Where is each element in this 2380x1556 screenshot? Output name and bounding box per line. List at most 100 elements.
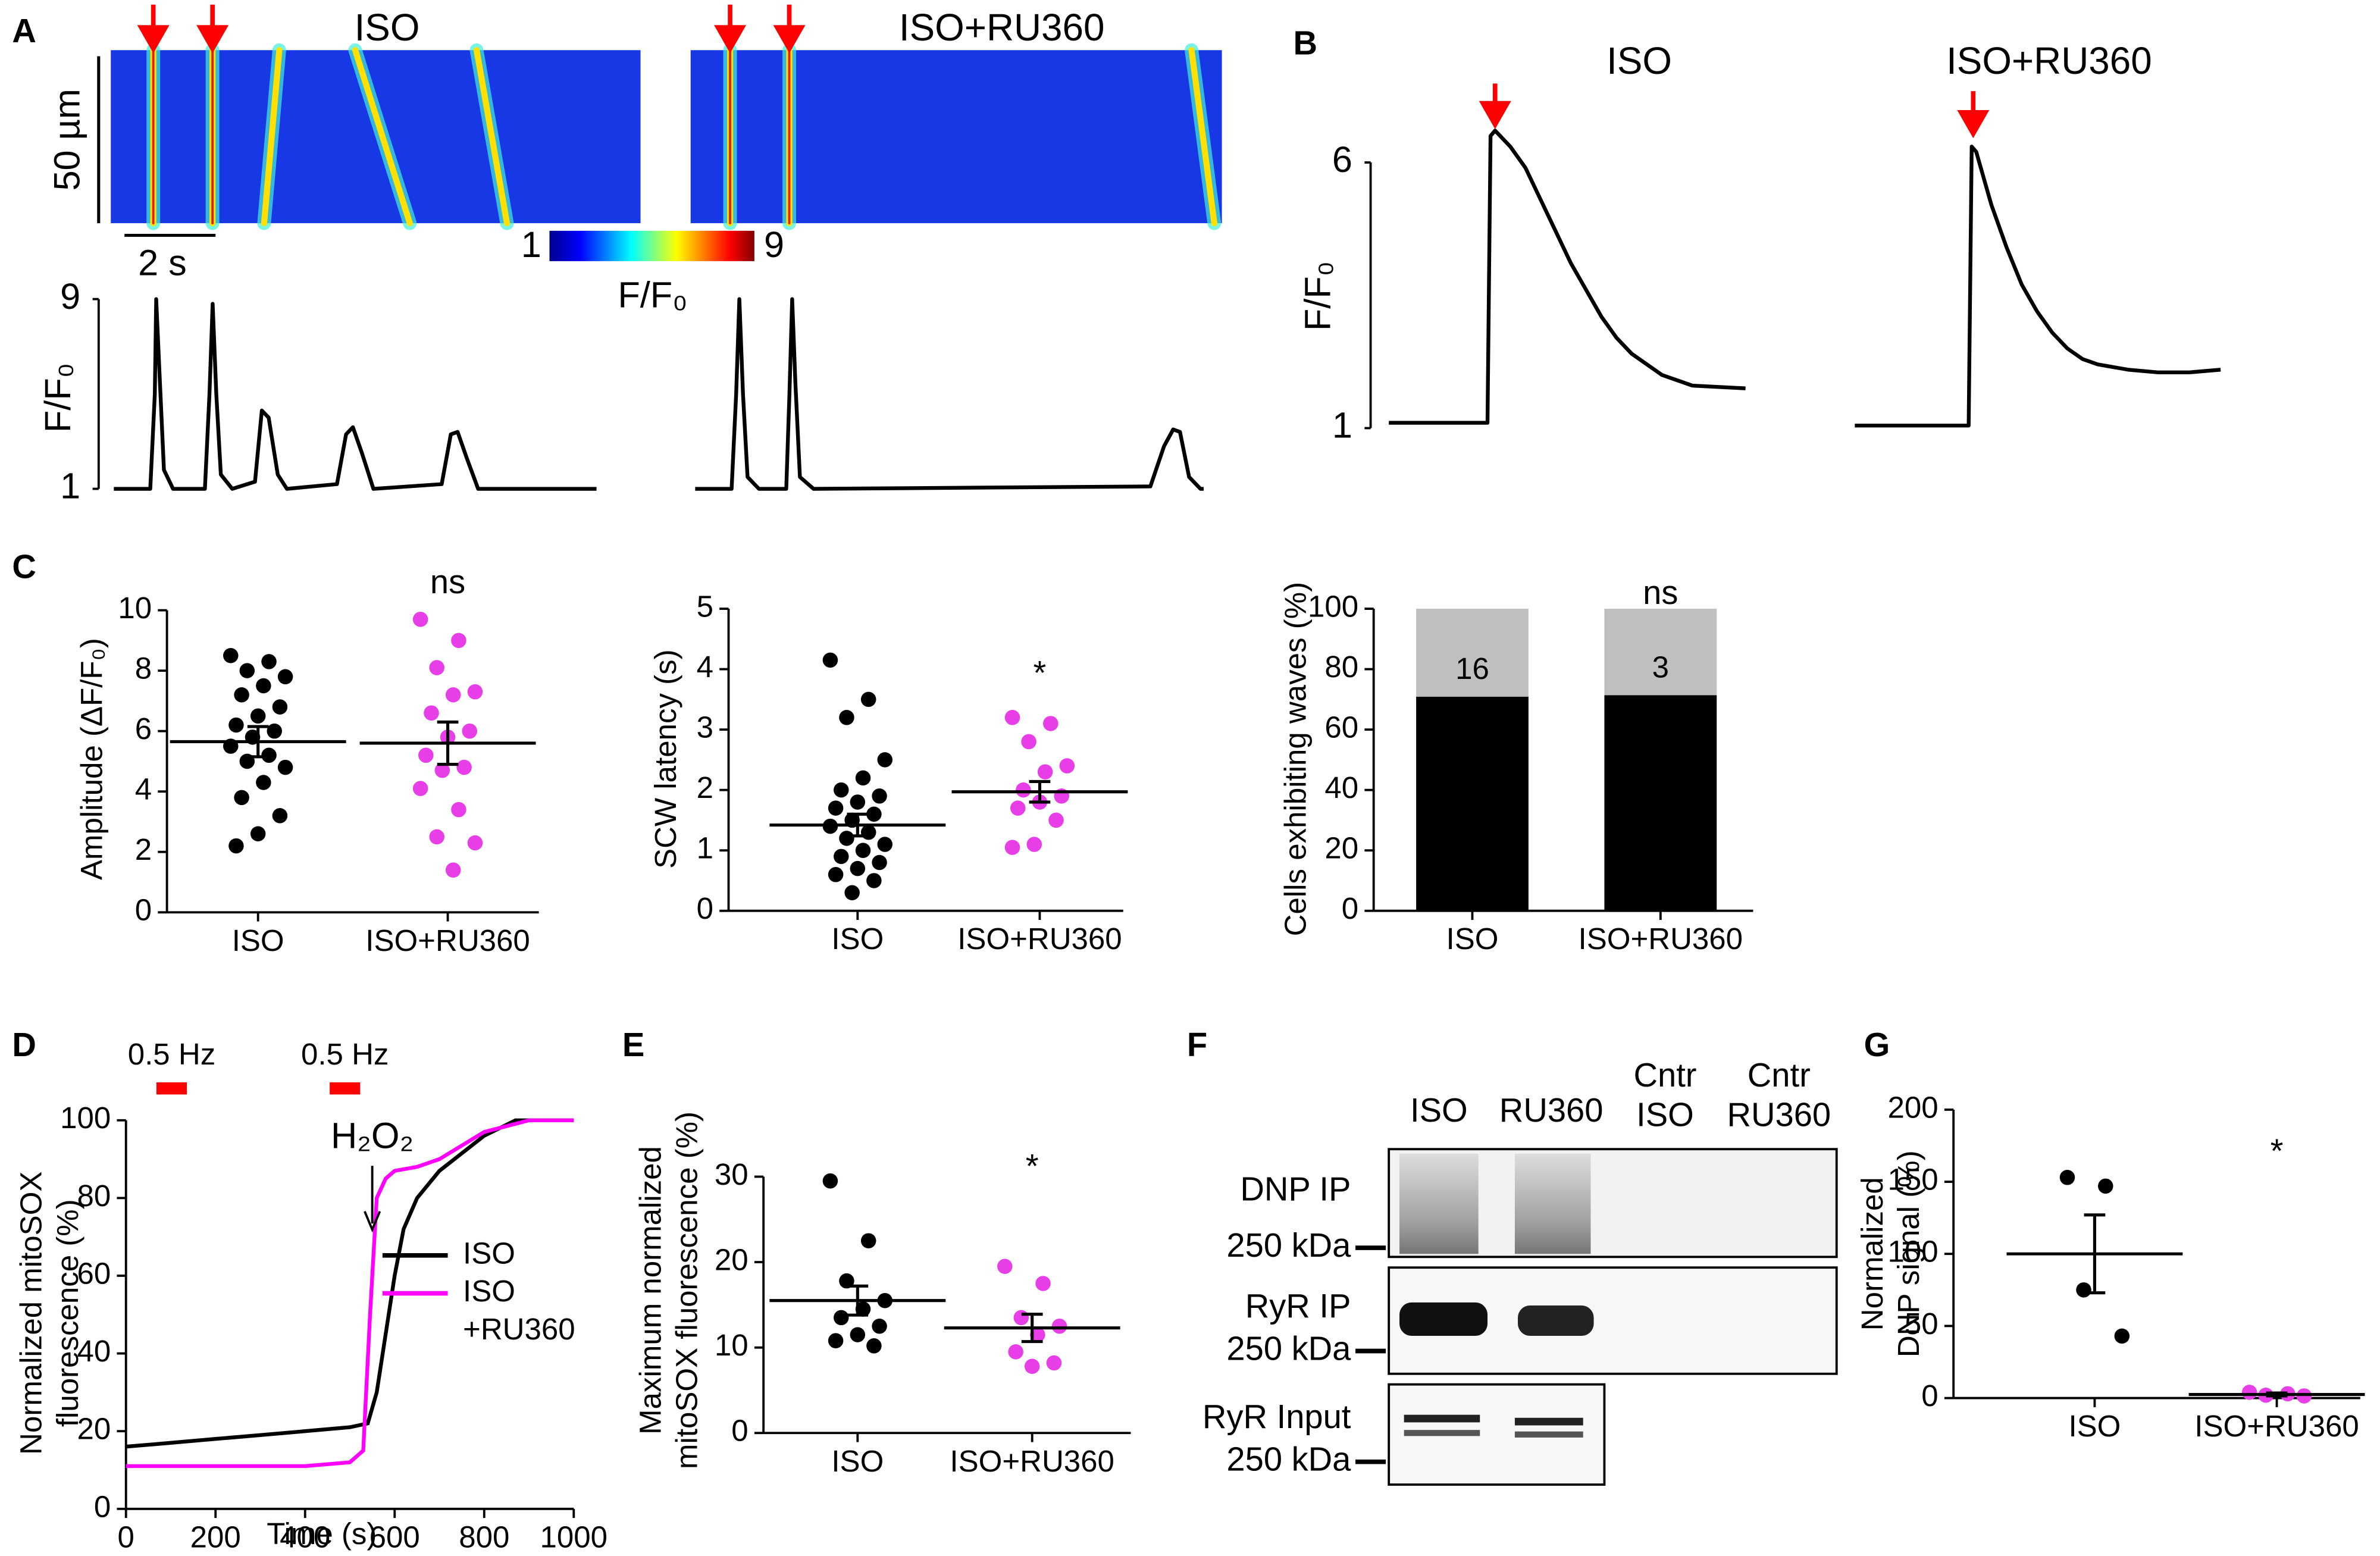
y-tick-label: 20	[1324, 831, 1358, 865]
x-tick-label: ISO	[1446, 922, 1499, 956]
blot-column: RU360	[1499, 1091, 1604, 1129]
data-point	[839, 831, 854, 846]
data-point	[234, 790, 249, 806]
bar-segment	[1416, 609, 1529, 697]
data-point	[424, 705, 439, 721]
data-point	[860, 691, 876, 707]
data-point	[2241, 1385, 2257, 1400]
blot-image	[1355, 1148, 1838, 1486]
data-point	[872, 1319, 887, 1334]
x-tick-label: ISO+RU360	[950, 1444, 1114, 1478]
y-tick-label: 8	[135, 652, 152, 685]
trace-line	[1389, 129, 1746, 425]
error-bar	[847, 1284, 869, 1317]
data-point	[277, 669, 293, 685]
error-bar	[2084, 1213, 2106, 1295]
data-point	[228, 717, 244, 733]
data-point	[456, 759, 472, 775]
y-axis-label: Amplitude (ΔF/F₀)	[75, 638, 109, 880]
y-tick-label: 0	[697, 891, 713, 925]
blot-marker: 250 kDa	[1226, 1441, 1351, 1478]
y-tick-label: 60	[1324, 710, 1358, 744]
data-point	[855, 843, 871, 858]
y-tick-label: 100	[1308, 590, 1358, 624]
colorbar-label: F/F₀	[618, 274, 687, 315]
data-point	[866, 1338, 882, 1354]
data-point	[250, 826, 266, 842]
error-bar	[247, 725, 269, 759]
scale-label: 2 s	[138, 243, 187, 283]
data-point	[1013, 1310, 1029, 1326]
y-tick-label: 30	[715, 1157, 749, 1191]
data-point	[418, 747, 434, 763]
data-point	[434, 762, 450, 778]
y-tick-label: 80	[77, 1179, 111, 1213]
y-axis-label: Maximum normalized	[633, 1146, 667, 1435]
y-tick-label: 100	[1888, 1235, 1939, 1269]
data-point	[834, 782, 849, 798]
y-tick-label: 1	[1332, 405, 1352, 446]
data-point	[272, 808, 288, 824]
data-point	[429, 829, 444, 845]
x-tick-label: ISO+RU360	[2194, 1409, 2359, 1443]
data-point	[822, 1173, 838, 1189]
data-point	[1059, 758, 1075, 774]
chart-title: ISO+RU360	[899, 6, 1105, 49]
data-point	[844, 885, 860, 901]
scale-label: 50 µm	[47, 89, 87, 190]
y-tick-label: 0	[731, 1414, 748, 1448]
data-point	[412, 612, 428, 627]
stimulus-bar	[330, 1082, 361, 1095]
y-tick-label: 2	[135, 832, 152, 866]
data-point	[850, 794, 866, 810]
data-point	[256, 678, 271, 694]
x-tick-label: 800	[459, 1520, 509, 1554]
data-point	[267, 723, 282, 739]
y-tick-label: 50	[1905, 1307, 1939, 1341]
data-point	[451, 633, 466, 649]
y-axis-label: Cells exhibiting waves (%)	[1279, 582, 1313, 936]
data-point	[834, 1310, 849, 1326]
data-point	[877, 752, 892, 768]
data-point	[250, 708, 266, 724]
data-point	[239, 663, 255, 678]
y-axis-label: SCW latency (s)	[649, 649, 682, 868]
x-tick-label: 0	[118, 1520, 134, 1554]
data-point	[1046, 1355, 1062, 1371]
stimulus-label: 0.5 Hz	[128, 1037, 215, 1071]
y-tick-label: 6	[135, 712, 152, 746]
blot-row: RyR IP	[1245, 1287, 1351, 1325]
blot-column: RU360	[1727, 1095, 1831, 1133]
x-tick-label: ISO+RU360	[957, 922, 1122, 956]
y-tick-label: 5	[697, 590, 713, 624]
data-point	[1043, 716, 1059, 731]
legend-label: +RU360	[463, 1312, 575, 1346]
blot-marker: 250 kDa	[1226, 1226, 1351, 1264]
significance: ns	[430, 563, 465, 600]
legend-label: ISO	[463, 1274, 515, 1308]
error-bar	[1021, 1313, 1043, 1344]
data-point	[866, 873, 882, 888]
y-tick-label: 40	[77, 1334, 111, 1368]
data-point	[2076, 1282, 2091, 1298]
data-point	[855, 1301, 871, 1317]
data-point	[1030, 1327, 1045, 1342]
panel-label: A	[12, 12, 36, 49]
x-tick-label: 1000	[540, 1520, 608, 1554]
trace-line	[114, 297, 597, 491]
data-point	[1035, 1276, 1051, 1291]
x-tick-label: ISO+RU360	[365, 923, 530, 957]
y-tick-label: 40	[1324, 771, 1358, 804]
significance: *	[1034, 654, 1047, 691]
data-point	[828, 867, 844, 882]
y-axis-label: Normalized	[1855, 1177, 1889, 1330]
y-tick-label: 6	[1332, 139, 1352, 180]
data-point	[256, 775, 271, 790]
annotation-arrow	[364, 1166, 381, 1233]
data-point	[822, 652, 838, 668]
x-tick-label: ISO+RU360	[1579, 922, 1743, 956]
count-label: 9	[1652, 826, 1669, 860]
significance: ns	[1643, 574, 1678, 611]
x-tick-label: 200	[190, 1520, 241, 1554]
